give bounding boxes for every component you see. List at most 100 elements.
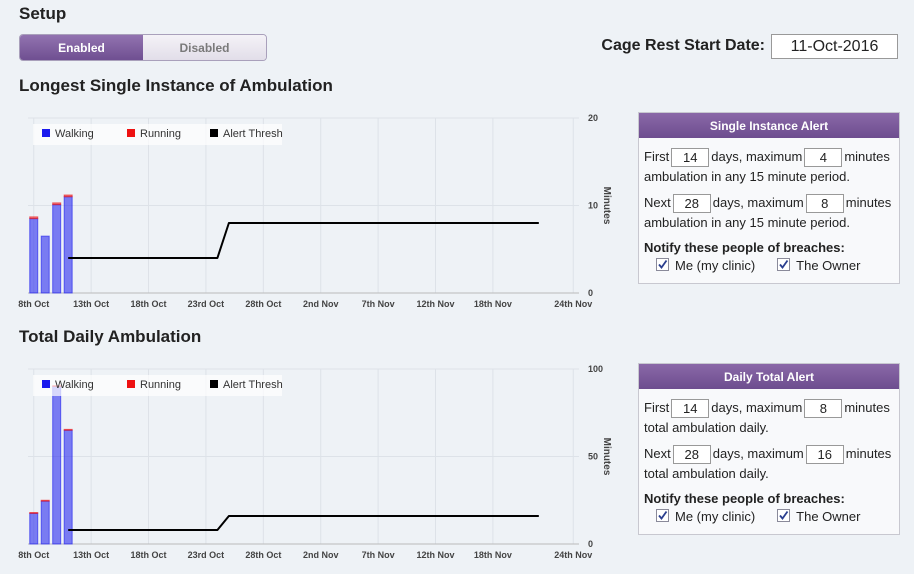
days-input[interactable]: 28: [672, 445, 711, 465]
legend-label: Running: [140, 379, 181, 391]
alert-rule: Next 28 days, maximum 8 minutes ambulation in…: [644, 193, 894, 232]
y-tick-label: 0: [588, 288, 593, 298]
chart-title: Longest Single Instance of Ambulation: [19, 76, 333, 95]
rule-text: days, maximum: [712, 446, 804, 462]
notify-label: Notify these people of breaches:: [644, 491, 845, 507]
checkbox[interactable]: [656, 509, 669, 523]
panel-body: First 14 days, maximum 4 minutes ambulation i…: [639, 138, 899, 283]
rule-suffix: minutes: [845, 446, 892, 462]
rule-suffix: minutes: [844, 149, 890, 164]
legend-swatch: [127, 129, 135, 137]
bar-segment: [52, 386, 62, 545]
recipient: The Owner: [777, 509, 860, 524]
y-tick-label: 20: [588, 113, 598, 123]
y-tick-label: 10: [588, 201, 598, 211]
x-tick-label: 13th Oct: [73, 550, 109, 560]
recipient-name: The Owner: [796, 258, 861, 274]
rule-note: total ambulation daily.: [644, 420, 769, 436]
x-tick-label: 18th Nov: [474, 299, 512, 309]
x-tick-label: 18th Oct: [131, 299, 167, 309]
check-stroke: [658, 260, 668, 270]
y-tick-label: 0: [588, 539, 593, 549]
rule-prefix: Next: [644, 195, 671, 211]
check-stroke: [658, 511, 668, 521]
legend-label: Alert Thresh: [223, 128, 283, 140]
x-tick-label: 12th Nov: [417, 299, 455, 309]
y-axis-title: Minutes: [601, 187, 612, 225]
rule-prefix: First: [644, 400, 670, 415]
panel-body: First 14 days, maximum 8 minutes total ambula…: [639, 389, 899, 534]
bar-segment: [63, 429, 73, 545]
recipient: Me (my clinic): [656, 509, 755, 524]
recipients: Me (my clinic) The Owner: [644, 508, 894, 526]
x-tick-label: 2nd Nov: [303, 299, 339, 309]
x-tick-label: 8th Oct: [18, 550, 49, 560]
x-tick-label: 18th Nov: [474, 550, 512, 560]
x-tick-label: 24th Nov: [554, 299, 592, 309]
bar-segment: [63, 196, 73, 294]
x-tick-label: 7th Nov: [362, 299, 395, 309]
rule-text: days, maximum: [711, 149, 803, 164]
bar-segment: [40, 235, 50, 294]
check-mark: [779, 260, 789, 270]
chart-title: Total Daily Ambulation: [19, 327, 201, 346]
x-tick-label: 23rd Oct: [188, 550, 225, 560]
bar-segment: [52, 202, 62, 206]
bar-segment: [29, 512, 39, 545]
recipient: The Owner: [777, 258, 860, 273]
minutes-input[interactable]: 4: [804, 148, 843, 168]
recipient: Me (my clinic): [656, 258, 755, 273]
checkbox[interactable]: [656, 258, 669, 272]
charts: Longest Single Instance of Ambulation 0 10…: [18, 76, 612, 560]
checkbox[interactable]: [777, 509, 791, 523]
section-title: Setup: [19, 4, 67, 23]
check-mark: [658, 511, 668, 521]
y-tick-label: 100: [588, 364, 603, 374]
alert-rule: First 14 days, maximum 8 minutes total ambula…: [644, 398, 894, 437]
days-input[interactable]: 14: [671, 399, 710, 419]
toggle-option[interactable]: Disabled: [143, 35, 266, 60]
toggle-option[interactable]: Enabled: [20, 35, 143, 60]
legend-swatch: [127, 380, 135, 388]
checkbox[interactable]: [777, 258, 791, 272]
legend-label: Walking: [55, 379, 94, 391]
alert-panel: Daily Total Alert First 14 days, maximum 8 mi…: [638, 363, 900, 536]
enable-toggle: Enabled Disabled: [19, 34, 267, 61]
x-tick-label: 8th Oct: [18, 299, 49, 309]
legend-swatch: [42, 129, 50, 137]
minutes-input[interactable]: 8: [805, 194, 844, 214]
bar-segment: [29, 216, 39, 220]
bar-segment: [63, 428, 73, 431]
threshold-line: [68, 515, 539, 531]
check-mark: [779, 511, 789, 521]
legend-label: Alert Thresh: [223, 379, 283, 391]
legend-swatch: [42, 380, 50, 388]
days-input[interactable]: 28: [672, 194, 711, 214]
x-tick-label: 12th Nov: [417, 550, 455, 560]
notify-label: Notify these people of breaches:: [644, 240, 845, 256]
alert-rule: First 14 days, maximum 4 minutes ambulation i…: [644, 147, 894, 186]
minutes-input[interactable]: 16: [805, 445, 844, 465]
rule-note: ambulation in any 15 minute period.: [644, 169, 850, 185]
minutes-input[interactable]: 8: [804, 399, 843, 419]
rule-prefix: Next: [644, 446, 671, 462]
check-stroke: [779, 260, 789, 270]
bar-segment: [63, 194, 73, 198]
panel-header: Daily Total Alert: [639, 364, 899, 389]
legend-swatch: [210, 129, 218, 137]
bar-segment: [29, 218, 39, 294]
bar-segment: [40, 499, 50, 502]
x-tick-label: 13th Oct: [73, 299, 109, 309]
date-input[interactable]: 11-Oct-2016: [771, 34, 898, 59]
rule-text: days, maximum: [712, 195, 804, 211]
legend-label: Running: [140, 128, 181, 140]
alert-panel: Single Instance Alert First 14 days, maximu…: [638, 112, 900, 285]
rule-prefix: First: [644, 149, 670, 164]
legend-swatch: [210, 380, 218, 388]
recipients: Me (my clinic) The Owner: [644, 257, 894, 275]
rule-note: ambulation in any 15 minute period.: [644, 215, 850, 231]
check-mark: [658, 260, 668, 270]
days-input[interactable]: 14: [671, 148, 710, 168]
bar-segment: [52, 204, 62, 294]
